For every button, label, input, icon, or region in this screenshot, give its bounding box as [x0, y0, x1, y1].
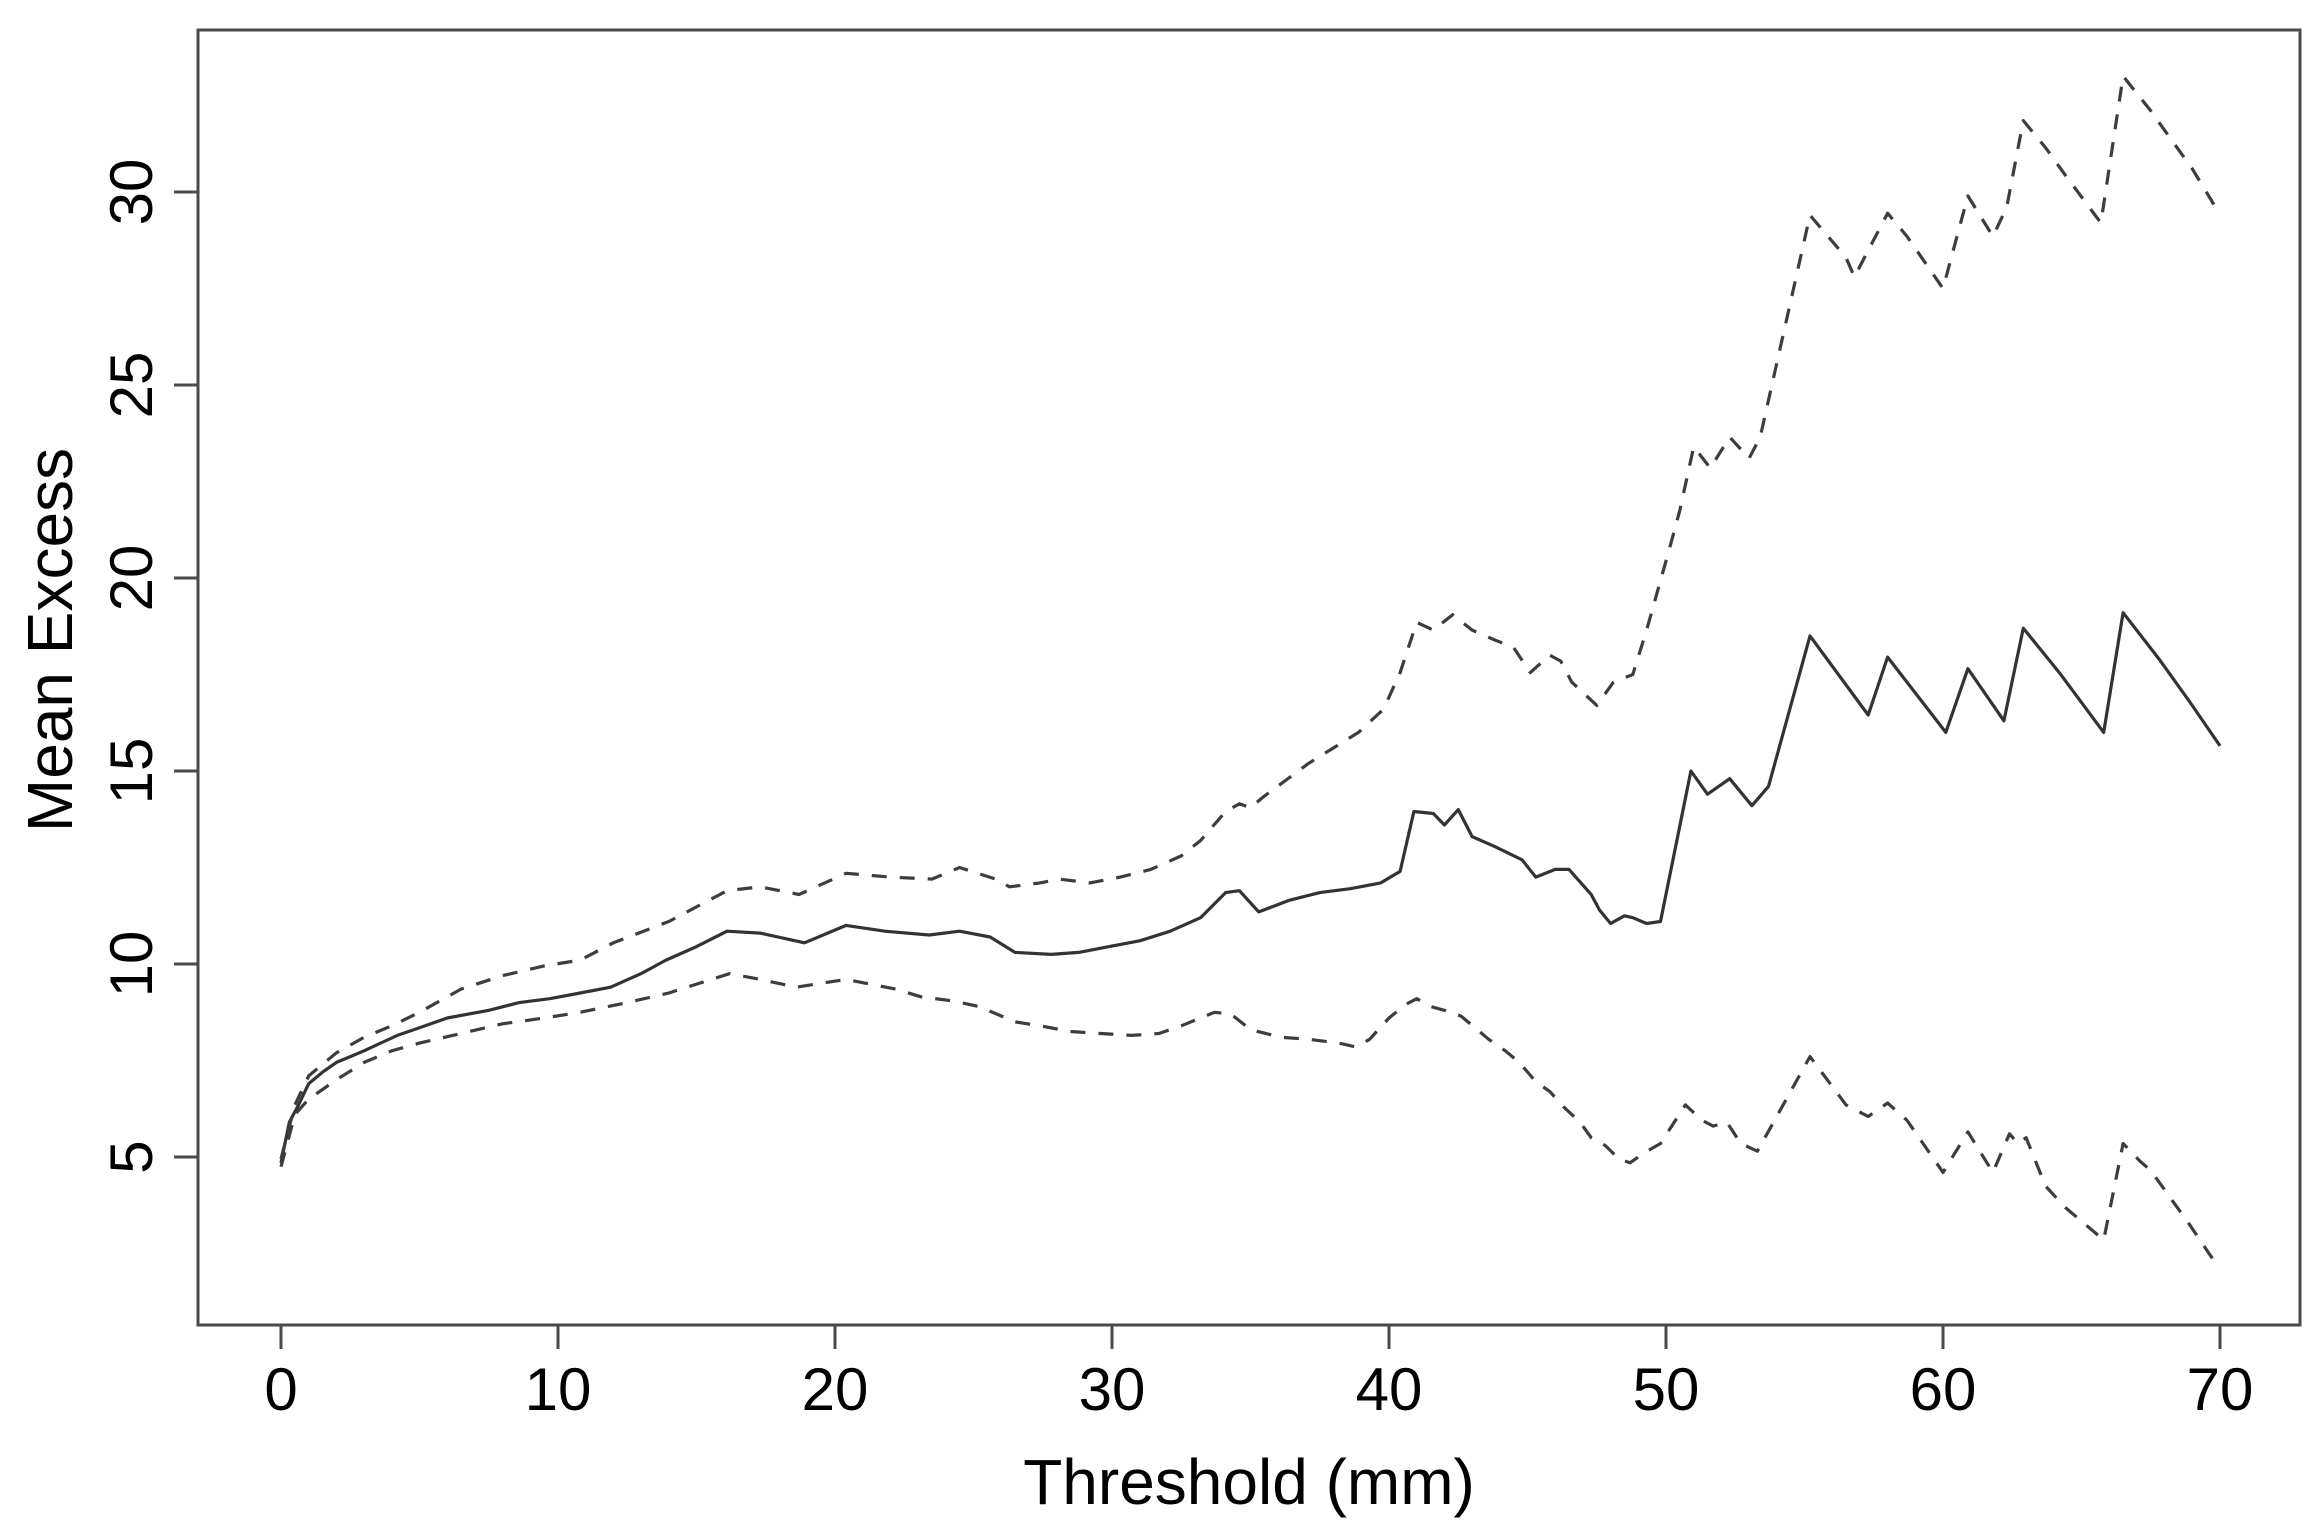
- y-tick-label: 20: [98, 545, 165, 612]
- y-tick-label: 5: [98, 1140, 165, 1173]
- x-tick-label: 70: [2187, 1356, 2254, 1423]
- plot-frame: [196, 28, 2302, 1327]
- x-tick-label: 20: [802, 1356, 869, 1423]
- data-series: [279, 74, 2222, 1270]
- x-tick-label: 0: [264, 1356, 297, 1423]
- x-tick-label: 60: [1910, 1356, 1977, 1423]
- mean-excess-curve: [279, 611, 2222, 1164]
- x-axis-title: Threshold (mm): [1023, 1446, 1475, 1518]
- x-tick-label: 40: [1356, 1356, 1423, 1423]
- lower-confidence-curve: [279, 971, 2219, 1270]
- y-tick-label: 15: [98, 738, 165, 805]
- x-tick-label: 50: [1633, 1356, 1700, 1423]
- y-axis-title: Mean Excess: [14, 448, 86, 832]
- x-tick-label: 10: [525, 1356, 592, 1423]
- y-tick-label: 30: [98, 159, 165, 226]
- y-tick-label: 10: [98, 931, 165, 998]
- y-tick-label: 25: [98, 352, 165, 419]
- x-tick-label: 30: [1079, 1356, 1146, 1423]
- upper-confidence-curve: [279, 74, 2216, 1160]
- axis-ticks: 0 10 20 30 40 50 60 70 5 10 15 20 25 30: [98, 159, 2253, 1423]
